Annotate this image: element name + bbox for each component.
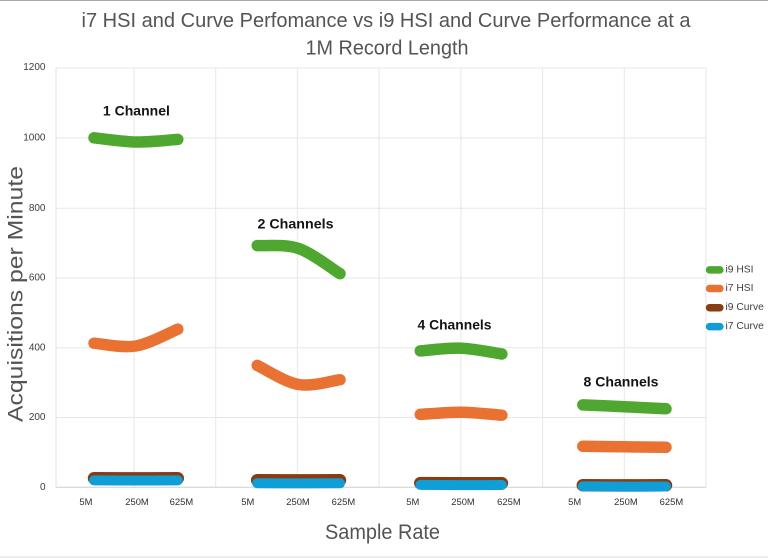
svg-text:1000: 1000	[23, 132, 46, 143]
svg-text:625M: 625M	[170, 496, 194, 507]
svg-text:i7 HSI and Curve Perfomance vs: i7 HSI and Curve Perfomance vs i9 HSI an…	[82, 10, 692, 32]
svg-text:5M: 5M	[79, 496, 92, 507]
svg-text:250M: 250M	[451, 496, 475, 507]
svg-text:1M Record Length: 1M Record Length	[306, 38, 469, 60]
svg-text:1200: 1200	[23, 62, 46, 73]
svg-text:200: 200	[29, 412, 46, 423]
svg-text:250M: 250M	[286, 496, 310, 507]
svg-text:625M: 625M	[497, 496, 521, 507]
svg-text:i9 HSI: i9 HSI	[726, 264, 754, 275]
svg-text:Acquisitions per Minute: Acquisitions per Minute	[5, 166, 28, 422]
svg-text:8 Channels: 8 Channels	[584, 375, 659, 390]
svg-text:250M: 250M	[125, 496, 149, 507]
svg-text:250M: 250M	[614, 496, 638, 507]
svg-text:i7 HSI: i7 HSI	[726, 283, 754, 294]
svg-text:1 Channel: 1 Channel	[103, 104, 170, 119]
svg-text:800: 800	[29, 203, 46, 214]
svg-text:i9 Curve: i9 Curve	[726, 302, 765, 313]
svg-text:400: 400	[29, 342, 46, 353]
svg-text:5M: 5M	[241, 496, 254, 507]
svg-text:Sample Rate: Sample Rate	[325, 520, 440, 544]
svg-text:5M: 5M	[568, 496, 581, 507]
svg-text:0: 0	[40, 482, 46, 493]
svg-text:5M: 5M	[406, 496, 419, 507]
svg-text:600: 600	[29, 273, 46, 284]
svg-text:625M: 625M	[660, 496, 684, 507]
svg-text:4 Channels: 4 Channels	[418, 318, 492, 333]
svg-text:i7 Curve: i7 Curve	[726, 321, 765, 332]
svg-text:625M: 625M	[332, 496, 356, 507]
svg-text:2 Channels: 2 Channels	[258, 217, 334, 232]
